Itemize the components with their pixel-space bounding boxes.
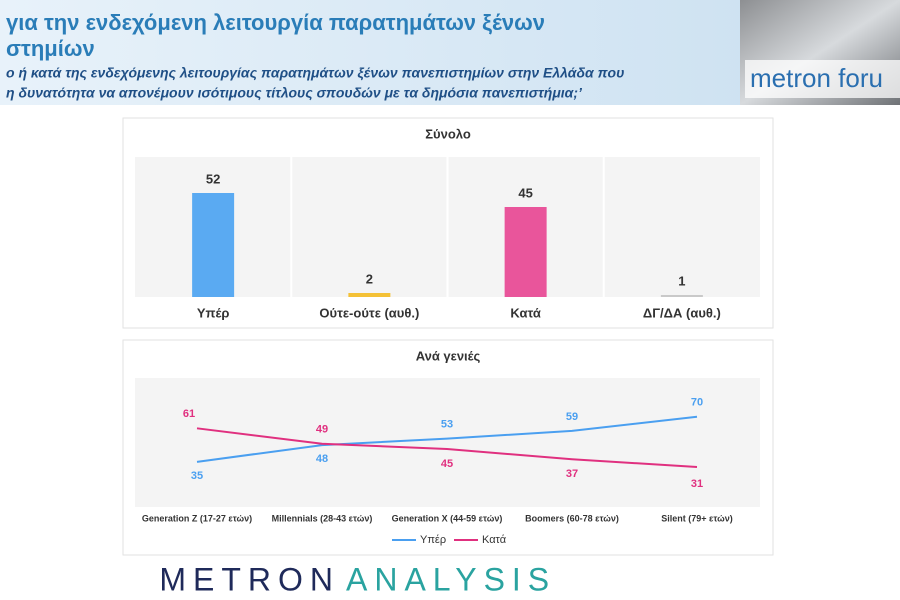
subtitle: η δυνατότητα να απονέμουν ισότιμους τίτλ… xyxy=(6,85,583,101)
data-label: 70 xyxy=(691,397,703,409)
legend-label: Υπέρ xyxy=(420,534,446,546)
x-tick-label: Υπέρ xyxy=(197,305,230,320)
x-tick-label: Boomers (60-78 ετών) xyxy=(525,513,619,523)
data-label: 45 xyxy=(518,185,532,200)
brand: ANALYSIS xyxy=(346,561,556,597)
legend-label: Κατά xyxy=(482,534,507,546)
data-label: 49 xyxy=(316,424,328,436)
x-tick-label: Generation X (44-59 ετών) xyxy=(392,513,503,523)
logo-plate xyxy=(745,60,900,98)
data-label: 45 xyxy=(441,458,453,470)
data-label: 61 xyxy=(183,408,195,420)
x-tick-label: Silent (79+ ετών) xyxy=(661,513,732,523)
data-label: 52 xyxy=(206,171,220,186)
data-label: 59 xyxy=(566,411,578,423)
data-label: 2 xyxy=(366,271,373,286)
x-tick-label: Generation Z (17-27 ετών) xyxy=(142,513,252,523)
x-tick-label: ΔΓ/ΔΑ (αυθ.) xyxy=(643,305,721,320)
data-label: 31 xyxy=(691,478,703,490)
data-label: 37 xyxy=(566,468,578,480)
data-label: 35 xyxy=(191,470,203,482)
plot-area xyxy=(135,378,760,507)
data-label: 53 xyxy=(441,419,453,431)
chart-title: Ανά γενιές xyxy=(416,348,481,363)
bar xyxy=(192,193,235,297)
x-tick-label: Κατά xyxy=(510,305,541,320)
x-tick-label: Ούτε-ούτε (αυθ.) xyxy=(319,305,419,320)
line xyxy=(196,415,698,463)
data-label: 1 xyxy=(678,273,685,288)
data-label: 48 xyxy=(316,453,328,465)
x-tick-label: Millennials (28-43 ετών) xyxy=(272,513,373,523)
bar xyxy=(660,295,703,297)
subtitle: ο ή κατά της ενδεχόμενης λειτουργίας παρ… xyxy=(6,65,624,81)
logo: metron foru xyxy=(750,63,883,93)
brand: METRON xyxy=(159,561,340,597)
bar xyxy=(504,207,547,297)
chart-title: Σύνολο xyxy=(425,126,471,141)
title: για την ενδεχόμενη λειτουργία παρατημάτω… xyxy=(6,10,545,35)
title: στημίων xyxy=(6,36,95,61)
bar xyxy=(348,293,391,297)
line xyxy=(196,427,698,469)
